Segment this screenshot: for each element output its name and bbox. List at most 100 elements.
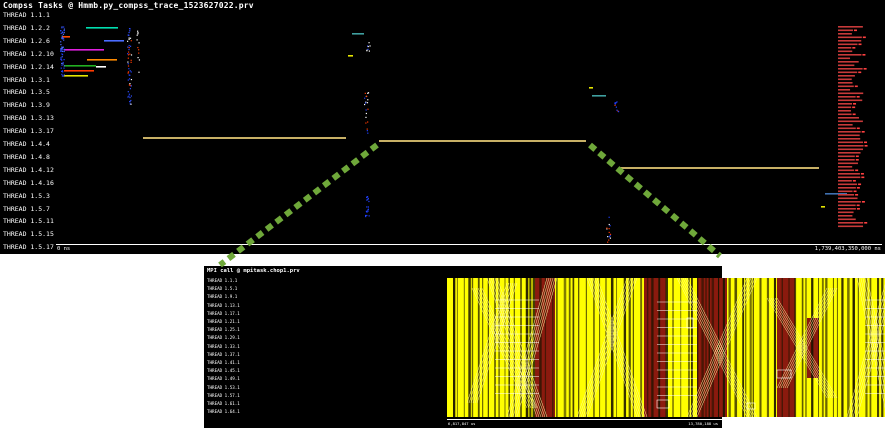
task-event [367,209,369,211]
task-event [61,59,63,61]
task-event [129,70,131,72]
task-bar [838,110,851,112]
mpi-stripe [646,278,649,417]
task-bar [838,166,853,168]
task-bar [143,137,346,139]
task-event [129,30,131,32]
task-bar [838,180,852,182]
mpi-stripe [623,278,627,417]
mpi-stripe [745,278,747,417]
task-event [138,71,140,73]
task-bar [838,120,863,123]
task-event [129,28,131,30]
thread-label: THREAD 1.53.1 [207,384,240,390]
task-bar [838,222,864,224]
task-event [60,58,62,60]
mpi-message [782,287,834,389]
task-event [61,46,63,48]
task-bar [838,131,861,133]
task-bar [858,71,862,74]
task-event [61,26,63,28]
mpi-message [492,277,544,418]
thread-label: THREAD 1.5.15 [3,230,54,239]
task-event [136,39,138,41]
mpi-message [588,277,640,418]
compss-tasks-window[interactable]: Compss Tasks @ Hmmb.py_compss_trace_1523… [0,0,885,254]
task-event [63,28,65,30]
mpi-message [846,284,885,418]
task-bar [838,103,853,105]
mpi-box [656,399,670,409]
thread-label: THREAD 1.1.1 [3,11,50,19]
mpi-message [680,277,752,418]
task-event [128,34,130,36]
task-bar [838,113,852,116]
task-event [61,47,63,50]
mpi-stripe [857,278,859,417]
mpi-stripe [841,278,844,417]
task-bar [838,96,856,98]
timeline-plot[interactable] [447,277,885,418]
timeline-plot[interactable] [56,14,882,244]
task-bar [348,55,353,57]
task-event [61,46,64,48]
time-end-label: 13,780,188 us [688,421,718,426]
task-event [130,99,132,102]
task-bar [838,197,858,200]
thread-label: THREAD 1.37.1 [207,351,240,357]
task-bar [852,180,856,182]
mpi-stripe [477,278,480,417]
task-event [61,35,63,37]
mpi-stripe [781,278,783,417]
task-event [367,45,369,48]
task-bar [838,201,861,203]
mpi-stripe [832,278,834,417]
task-event [129,53,131,55]
mpi-message [690,277,752,418]
task-bar [860,173,864,175]
task-event [62,61,64,64]
mpi-stripe [818,278,820,417]
mpi-stripe [773,278,777,417]
task-bar [838,36,862,39]
task-event [128,95,130,97]
mpi-stripe [881,278,884,417]
mpi-stripe [628,278,631,417]
thread-label: THREAD 1.64.1 [207,409,240,415]
mpi-message [477,287,534,409]
thread-label: THREAD 1.3.9 [3,101,50,110]
mpi-stripe [752,278,754,417]
task-bar [855,169,859,172]
task-bar [862,54,866,56]
task-bar [853,190,857,193]
task-event [127,91,129,93]
mpi-message [584,277,636,418]
task-event [129,83,131,85]
mpi-message [514,277,556,418]
task-event [61,70,64,72]
task-bar [864,145,868,147]
task-bar [838,124,853,126]
task-event [367,99,369,101]
task-event [61,56,63,58]
task-bar [838,215,853,217]
task-bar [838,89,851,91]
task-bar [838,134,860,137]
mpi-stripe [836,278,838,417]
task-event [62,33,65,35]
task-event [129,45,132,47]
task-bar [64,75,88,77]
mpi-call-window[interactable]: MPI call @ mpitask.chop1.prv THREAD 1.1.… [204,266,885,428]
task-bar [838,85,854,88]
mpi-stripe [697,278,699,417]
task-event [364,92,366,94]
task-event [61,62,63,65]
mpi-stripe [766,278,770,417]
thread-label: THREAD 1.2.10 [3,49,54,58]
mpi-message [475,287,532,409]
task-event [366,130,368,132]
thread-label: THREAD 1.4.16 [3,178,54,187]
task-event [608,216,610,218]
mpi-message [472,282,514,404]
mpi-stripe [691,278,693,417]
